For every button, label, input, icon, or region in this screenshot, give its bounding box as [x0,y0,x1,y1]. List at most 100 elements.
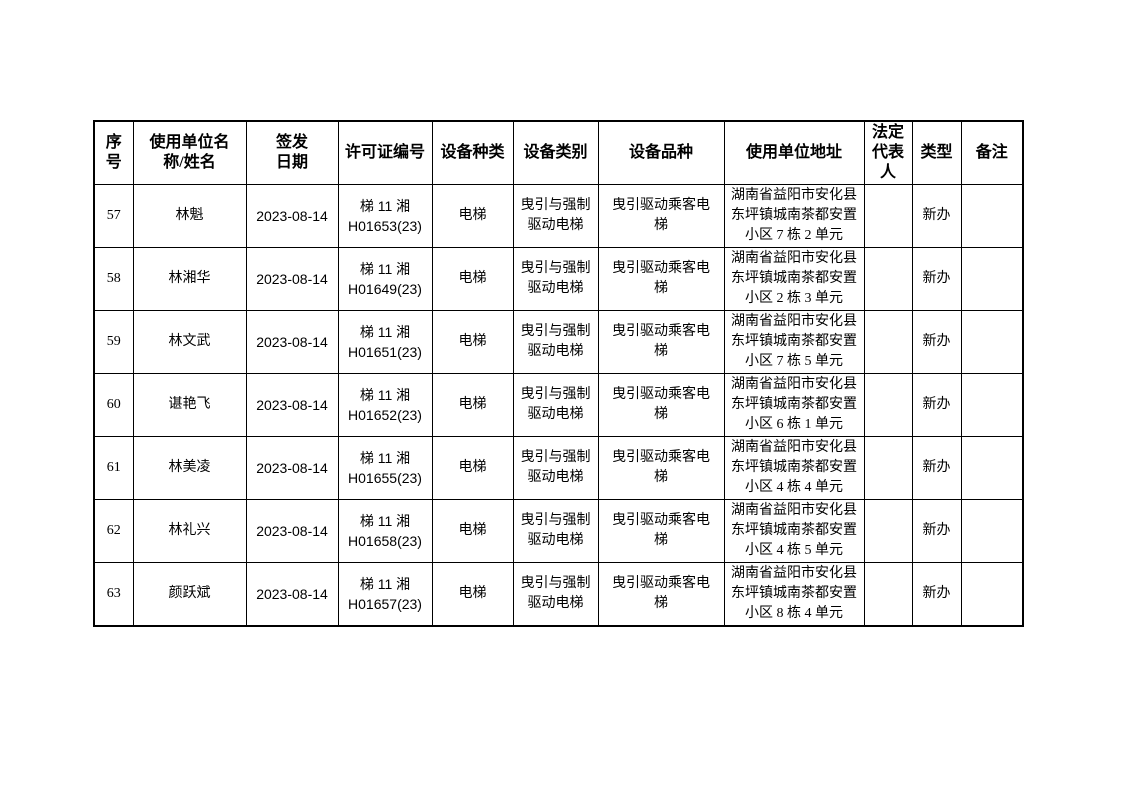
cell-equipment-category: 曳引与强制 驱动电梯 [512,436,599,500]
cell-equipment-variety: 曳引驱动乘客电 梯 [597,184,725,248]
cell-serial-number: 60 [93,373,134,437]
table-body: 57 林魁 2023-08-14 梯 11 湘 H01653(23) 电梯 曳引… [93,184,1024,627]
cell-equipment-kind: 电梯 [431,247,514,311]
cell-equipment-variety: 曳引驱动乘客电 梯 [597,247,725,311]
cell-equipment-category: 曳引与强制 驱动电梯 [512,373,599,437]
cell-license-number: 梯 11 湘 H01652(23) [337,373,433,437]
cell-license-number: 梯 11 湘 H01657(23) [337,562,433,627]
cell-type: 新办 [911,247,962,311]
col-header-license-number: 许可证编号 [337,120,433,185]
cell-unit-address: 湖南省益阳市安化县 东坪镇城南茶都安置 小区 7 栋 5 单元 [723,310,865,374]
cell-remark [960,562,1024,627]
cell-unit-address: 湖南省益阳市安化县 东坪镇城南茶都安置 小区 7 栋 2 单元 [723,184,865,248]
col-header-equipment-kind: 设备种类 [431,120,514,185]
cell-unit-name: 林魁 [132,184,247,248]
header-row: 序 号 使用单位名 称/姓名 签发 日期 许可证编号 设备种类 设备类别 设备品… [93,120,1024,185]
cell-unit-name: 林美凌 [132,436,247,500]
cell-serial-number: 59 [93,310,134,374]
cell-type: 新办 [911,562,962,627]
cell-legal-representative [863,184,913,248]
col-header-issue-date: 签发 日期 [245,120,339,185]
permit-table: 序 号 使用单位名 称/姓名 签发 日期 许可证编号 设备种类 设备类别 设备品… [93,120,1024,627]
cell-remark [960,499,1024,563]
cell-unit-name: 林礼兴 [132,499,247,563]
cell-unit-address: 湖南省益阳市安化县 东坪镇城南茶都安置 小区 6 栋 1 单元 [723,373,865,437]
cell-serial-number: 57 [93,184,134,248]
cell-equipment-variety: 曳引驱动乘客电 梯 [597,562,725,627]
table-row: 62 林礼兴 2023-08-14 梯 11 湘 H01658(23) 电梯 曳… [93,499,1024,563]
cell-equipment-category: 曳引与强制 驱动电梯 [512,310,599,374]
table-row: 63 颜跃斌 2023-08-14 梯 11 湘 H01657(23) 电梯 曳… [93,562,1024,627]
col-header-legal-representative: 法定 代表 人 [863,120,913,185]
cell-remark [960,247,1024,311]
cell-equipment-category: 曳引与强制 驱动电梯 [512,562,599,627]
cell-serial-number: 61 [93,436,134,500]
cell-type: 新办 [911,436,962,500]
cell-license-number: 梯 11 湘 H01658(23) [337,499,433,563]
cell-equipment-kind: 电梯 [431,373,514,437]
cell-equipment-category: 曳引与强制 驱动电梯 [512,184,599,248]
cell-issue-date: 2023-08-14 [245,499,339,563]
cell-type: 新办 [911,310,962,374]
cell-equipment-variety: 曳引驱动乘客电 梯 [597,499,725,563]
cell-remark [960,184,1024,248]
cell-issue-date: 2023-08-14 [245,310,339,374]
cell-equipment-kind: 电梯 [431,310,514,374]
table-row: 58 林湘华 2023-08-14 梯 11 湘 H01649(23) 电梯 曳… [93,247,1024,311]
cell-issue-date: 2023-08-14 [245,436,339,500]
cell-serial-number: 58 [93,247,134,311]
cell-equipment-kind: 电梯 [431,436,514,500]
cell-issue-date: 2023-08-14 [245,373,339,437]
cell-legal-representative [863,562,913,627]
col-header-type: 类型 [911,120,962,185]
table-row: 61 林美凌 2023-08-14 梯 11 湘 H01655(23) 电梯 曳… [93,436,1024,500]
cell-license-number: 梯 11 湘 H01649(23) [337,247,433,311]
cell-unit-address: 湖南省益阳市安化县 东坪镇城南茶都安置 小区 2 栋 3 单元 [723,247,865,311]
cell-legal-representative [863,310,913,374]
cell-unit-address: 湖南省益阳市安化县 东坪镇城南茶都安置 小区 8 栋 4 单元 [723,562,865,627]
col-header-serial-number: 序 号 [93,120,134,185]
cell-equipment-kind: 电梯 [431,499,514,563]
cell-unit-name: 颜跃斌 [132,562,247,627]
cell-remark [960,310,1024,374]
cell-type: 新办 [911,184,962,248]
cell-issue-date: 2023-08-14 [245,184,339,248]
cell-license-number: 梯 11 湘 H01651(23) [337,310,433,374]
cell-type: 新办 [911,499,962,563]
col-header-unit-name: 使用单位名 称/姓名 [132,120,247,185]
cell-type: 新办 [911,373,962,437]
cell-remark [960,436,1024,500]
table-header: 序 号 使用单位名 称/姓名 签发 日期 许可证编号 设备种类 设备类别 设备品… [93,120,1024,185]
table-row: 60 谌艳飞 2023-08-14 梯 11 湘 H01652(23) 电梯 曳… [93,373,1024,437]
cell-serial-number: 62 [93,499,134,563]
cell-issue-date: 2023-08-14 [245,247,339,311]
cell-legal-representative [863,247,913,311]
col-header-equipment-variety: 设备品种 [597,120,725,185]
cell-unit-name: 林文武 [132,310,247,374]
cell-equipment-variety: 曳引驱动乘客电 梯 [597,310,725,374]
cell-serial-number: 63 [93,562,134,627]
cell-unit-address: 湖南省益阳市安化县 东坪镇城南茶都安置 小区 4 栋 5 单元 [723,499,865,563]
cell-equipment-category: 曳引与强制 驱动电梯 [512,247,599,311]
cell-equipment-kind: 电梯 [431,184,514,248]
cell-remark [960,373,1024,437]
cell-equipment-category: 曳引与强制 驱动电梯 [512,499,599,563]
cell-legal-representative [863,373,913,437]
cell-issue-date: 2023-08-14 [245,562,339,627]
cell-equipment-kind: 电梯 [431,562,514,627]
cell-unit-name: 谌艳飞 [132,373,247,437]
col-header-equipment-category: 设备类别 [512,120,599,185]
cell-legal-representative [863,499,913,563]
col-header-remark: 备注 [960,120,1024,185]
table-row: 59 林文武 2023-08-14 梯 11 湘 H01651(23) 电梯 曳… [93,310,1024,374]
cell-license-number: 梯 11 湘 H01655(23) [337,436,433,500]
cell-unit-address: 湖南省益阳市安化县 东坪镇城南茶都安置 小区 4 栋 4 单元 [723,436,865,500]
cell-license-number: 梯 11 湘 H01653(23) [337,184,433,248]
col-header-unit-address: 使用单位地址 [723,120,865,185]
table-row: 57 林魁 2023-08-14 梯 11 湘 H01653(23) 电梯 曳引… [93,184,1024,248]
cell-equipment-variety: 曳引驱动乘客电 梯 [597,436,725,500]
cell-equipment-variety: 曳引驱动乘客电 梯 [597,373,725,437]
cell-unit-name: 林湘华 [132,247,247,311]
cell-legal-representative [863,436,913,500]
